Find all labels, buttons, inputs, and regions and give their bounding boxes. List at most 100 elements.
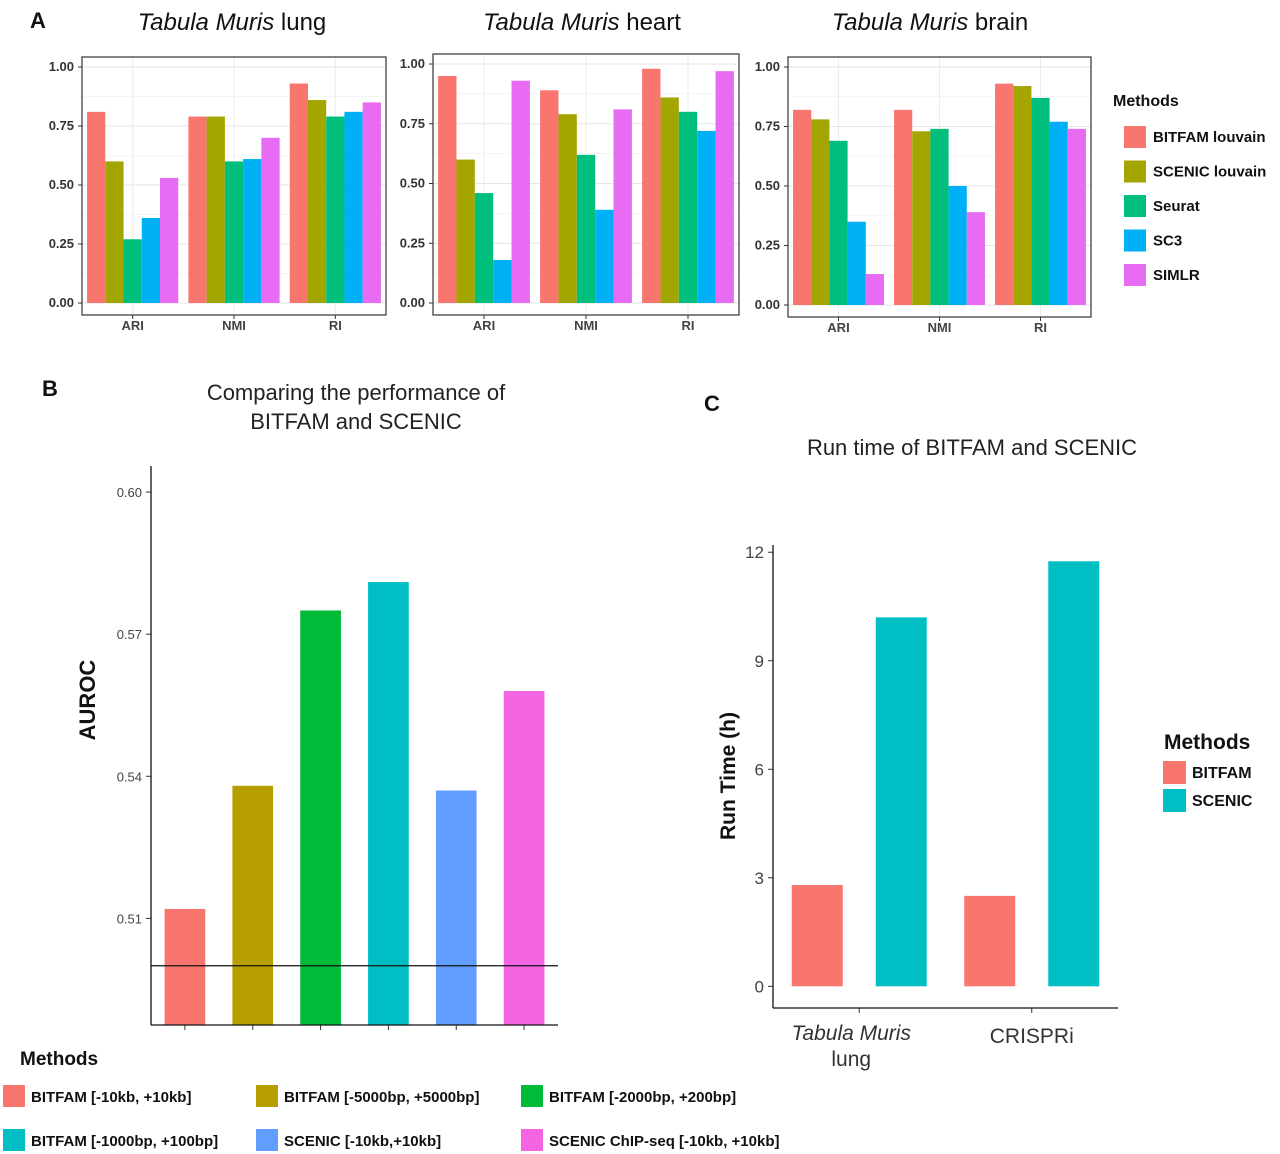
bar [164, 908, 206, 1025]
chart-a2-title: Tabula Muris heart [483, 9, 681, 36]
bar [613, 109, 632, 303]
panel-c-letter: C [704, 391, 720, 416]
bar [642, 68, 661, 303]
bar [811, 119, 830, 305]
y-tick-label: 0.75 [49, 118, 74, 133]
bar [243, 159, 262, 303]
legend-c-title: Methods [1164, 731, 1250, 754]
bar [160, 177, 179, 303]
chart-a1-title: Tabula Muris lung [138, 9, 327, 36]
legend-label: BITFAM [-5000bp, +5000bp] [284, 1089, 479, 1106]
y-tick-label: 0.54 [117, 769, 142, 784]
bar [224, 161, 244, 303]
legend-swatch [1124, 229, 1146, 252]
panel-a-letter: A [30, 8, 46, 33]
chart-b-title-line1: Comparing the performance of [207, 380, 506, 405]
bar [875, 617, 927, 987]
bar [261, 137, 280, 303]
legend-a: Methods BITFAM louvain SCENIC louvain Seura… [1113, 93, 1266, 286]
y-tick-label: 0.25 [400, 235, 425, 250]
bar [576, 154, 596, 303]
bar [595, 209, 614, 303]
legend-label: SCENIC [1192, 793, 1253, 810]
legend-swatch [1124, 160, 1146, 183]
legend-label: BITFAM [-2000bp, +200bp] [549, 1089, 736, 1106]
x-tick-label: NMI [222, 318, 246, 333]
panel-c: Run time of BITFAM and SCENIC Run Time (h… [717, 435, 1137, 1071]
bar [1048, 561, 1100, 987]
bar [540, 90, 559, 303]
bar [344, 111, 363, 303]
title-italic: Tabula Muris [483, 9, 620, 36]
bar [503, 691, 545, 1025]
legend-label: SCENIC louvain [1153, 164, 1266, 181]
legend-swatch [1163, 789, 1186, 812]
y-tick-label: 0.25 [755, 238, 780, 253]
bar [697, 130, 716, 303]
bar [188, 116, 207, 303]
legend-label: SIMLR [1153, 267, 1200, 284]
y-tick-label: 0 [755, 977, 764, 996]
chart-a3-title: Tabula Muris brain [832, 9, 1029, 36]
bar [966, 212, 985, 305]
bar [1049, 121, 1068, 306]
title-rest: heart [620, 9, 682, 36]
panel-a: Tabula Muris lung 0.00 0.25 0.50 0.75 1.00 ARI… [49, 9, 1092, 335]
y-axis-label: AUROC [75, 660, 100, 741]
legend-swatch [256, 1085, 278, 1107]
bar [715, 71, 734, 303]
bar [912, 131, 931, 305]
bar [87, 111, 106, 303]
legend-swatch [521, 1129, 543, 1151]
y-tick-label: 1.00 [755, 59, 780, 74]
x-tick-label-line1: Tabula Muris [792, 1022, 912, 1045]
y-tick-label: 0.00 [400, 295, 425, 310]
bar [930, 128, 949, 305]
legend-label: SCENIC [-10kb,+10kb] [284, 1133, 441, 1150]
bar [326, 116, 345, 303]
bar [829, 140, 848, 305]
bar [511, 80, 530, 303]
legend-b-title: Methods [20, 1049, 98, 1070]
x-tick-label: RI [329, 318, 342, 333]
title-rest: brain [968, 9, 1028, 36]
x-tick-label: CRISPRi [990, 1025, 1074, 1048]
panel-b-letter: B [42, 376, 58, 401]
legend-label: BITFAM [-10kb, +10kb] [31, 1089, 191, 1106]
bar [438, 75, 457, 303]
bar [660, 97, 679, 304]
legend-swatch [1124, 264, 1146, 286]
legend-swatch [3, 1085, 25, 1107]
y-tick-label: 0.75 [755, 119, 780, 134]
legend-label: BITFAM [1192, 765, 1252, 782]
bar [206, 116, 225, 303]
legend-swatch [3, 1129, 25, 1151]
y-tick-label: 0.57 [117, 627, 142, 642]
y-tick-label: 0.75 [400, 116, 425, 131]
bar [456, 159, 475, 303]
x-tick-label: ARI [827, 320, 849, 335]
bar [558, 114, 577, 303]
chart-b-title-line2: BITFAM and SCENIC [250, 409, 462, 434]
legend-label: BITFAM louvain [1153, 129, 1266, 146]
legend-label: Seurat [1153, 198, 1200, 215]
y-tick-label: 6 [755, 760, 764, 779]
legend-label: SCENIC ChIP-seq [-10kb, +10kb] [549, 1133, 779, 1150]
legend-swatch [521, 1085, 543, 1107]
y-tick-label: 0.50 [755, 178, 780, 193]
panel-b: Comparing the performance of BITFAM and S… [75, 380, 558, 1030]
bar [368, 582, 409, 1025]
bar [1067, 128, 1086, 305]
bar [1013, 86, 1032, 305]
legend-b: Methods BITFAM [-10kb, +10kb] BITFAM [-500… [3, 1049, 779, 1151]
title-italic: Tabula Muris [138, 9, 275, 36]
bar [1031, 97, 1050, 305]
bar [362, 102, 381, 304]
y-tick-label: 0.50 [400, 176, 425, 191]
y-tick-label: 1.00 [400, 56, 425, 71]
bar [948, 186, 967, 305]
bar [300, 610, 341, 1025]
x-tick-label: NMI [928, 320, 952, 335]
bar [894, 109, 913, 305]
bar [141, 218, 161, 303]
